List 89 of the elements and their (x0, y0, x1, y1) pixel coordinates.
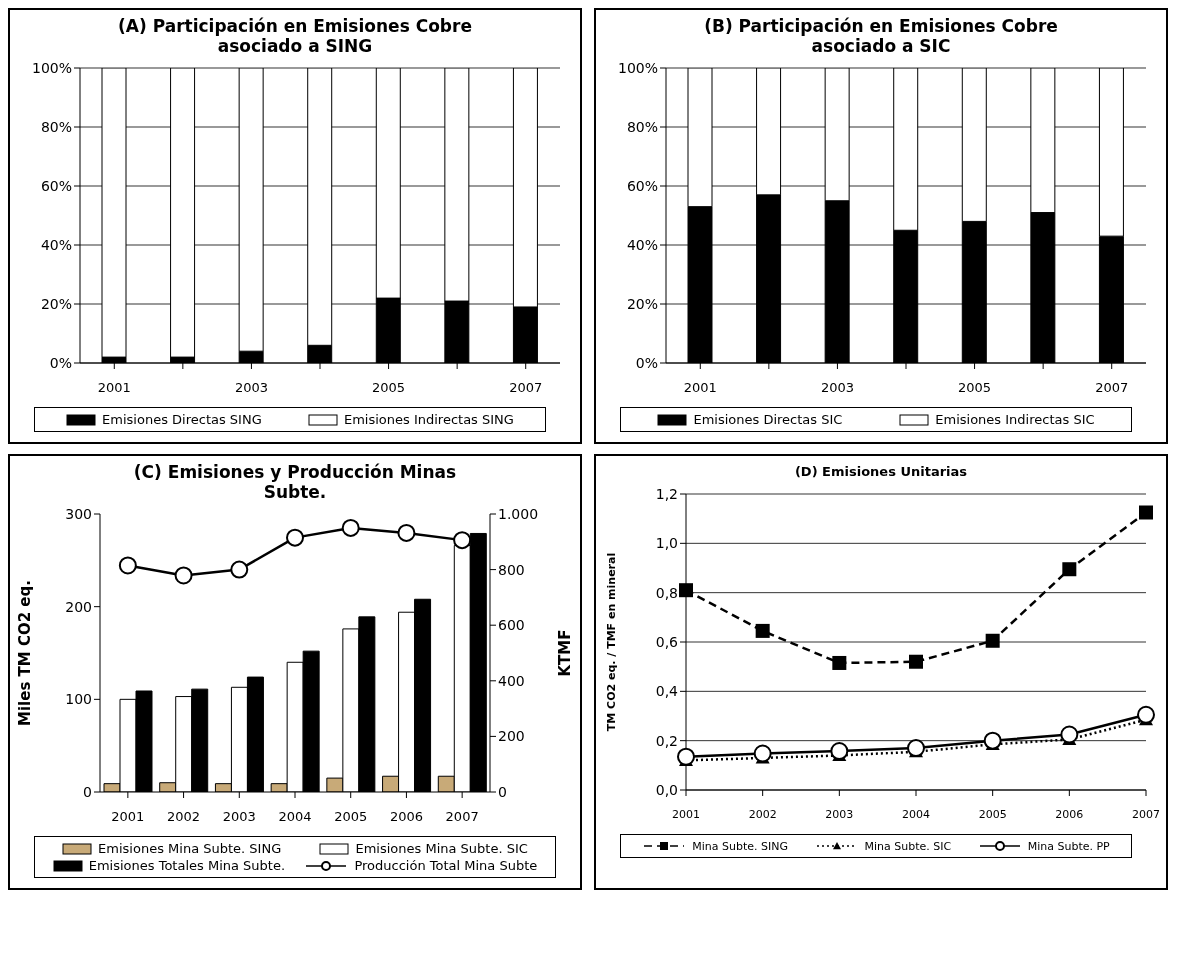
y-tick-label: 60% (626, 177, 658, 194)
legend-label: Emisiones Totales Mina Subte. (88, 858, 286, 873)
point (1060, 725, 1079, 744)
point (909, 654, 923, 669)
x-tick-label: 2007 (1132, 807, 1160, 821)
x-tick-label: 2007 (1095, 380, 1129, 396)
x-tick-label: 2002 (748, 807, 777, 821)
y2-tick-label: 400 (498, 672, 525, 689)
y2-tick-label: 1.000 (498, 505, 539, 522)
y2-tick-label: 600 (498, 617, 525, 634)
x-tick-label: 2005 (978, 807, 1007, 821)
legend-label: Emisiones Indirectas SIC (935, 412, 1095, 427)
point (1137, 705, 1155, 724)
x-tick-label: 2001 (672, 807, 700, 821)
x-tick-label: 2004 (902, 807, 930, 821)
y-tick-label: 200 (65, 598, 92, 615)
legend-label: Mina Subte. PP (1027, 839, 1110, 853)
y-tick-label: 80% (40, 118, 72, 135)
point (985, 633, 1000, 648)
y2-tick-label: 0 (498, 783, 507, 800)
x-tick-label: 2001 (683, 380, 717, 396)
x-tick-label: 2006 (1055, 807, 1084, 821)
x-tick-label: 2001 (111, 809, 145, 825)
y2-axis-title: KTMF (556, 629, 575, 677)
point (341, 518, 360, 537)
y-tick-label: 40% (626, 236, 658, 253)
x-tick-label: 2002 (167, 809, 201, 825)
point (174, 566, 193, 585)
y-tick-label: 300 (65, 505, 92, 522)
point (679, 583, 693, 598)
y-axis-title: TM CO2 eq. / TMF en mineral (604, 552, 618, 732)
y-tick-label: 0 (83, 783, 92, 800)
y2-tick-label: 200 (498, 728, 525, 745)
chart-title: (B) Participación en Emisiones Cobre asociado a SIC (703, 16, 1059, 56)
y-tick-label: 0% (635, 354, 658, 371)
y-tick-label: 100% (31, 59, 72, 76)
y-tick-label: 0,0 (655, 781, 678, 798)
chart-title: (D) Emisiones Unitarias (793, 463, 969, 481)
x-tick-label: 2003 (820, 380, 854, 396)
y-tick-label: 0,2 (655, 732, 678, 749)
legend-label: Emisiones Indirectas SING (343, 412, 514, 427)
x-tick-label: 2003 (825, 807, 854, 821)
point (1139, 505, 1153, 520)
chart-title: (C) Emisiones y Producción Minas Subte. (132, 462, 458, 502)
point (286, 528, 304, 547)
y2-tick-label: 800 (498, 561, 525, 578)
point (118, 556, 137, 575)
legend-label: Emisiones Mina Subte. SING (98, 841, 282, 856)
x-tick-label: 2003 (234, 380, 268, 396)
point (1062, 562, 1077, 577)
point (230, 560, 249, 579)
x-tick-label: 2007 (509, 380, 543, 396)
y-tick-label: 20% (626, 295, 658, 312)
legend-label: Emisiones Directas SIC (693, 412, 843, 427)
x-tick-label: 2007 (445, 809, 479, 825)
y-tick-label: 1,0 (655, 535, 678, 552)
chart-title: (A) Participación en Emisiones Cobre asociado a SING (117, 16, 473, 56)
x-tick-label: 2004 (278, 809, 312, 825)
y-tick-label: 1,2 (655, 485, 678, 502)
y-tick-label: 0,8 (655, 584, 678, 601)
y-tick-label: 60% (40, 177, 72, 194)
x-tick-label: 2006 (389, 809, 423, 825)
legend-label: Mina Subte. SIC (864, 839, 952, 853)
x-tick-label: 2003 (222, 809, 256, 825)
legend-label: Producción Total Mina Subte (354, 858, 538, 873)
y-tick-label: 0,6 (655, 633, 679, 650)
point (677, 747, 695, 766)
x-tick-label: 2005 (958, 380, 992, 396)
legend-label: Mina Subte. SING (692, 839, 788, 853)
x-tick-label: 2001 (97, 380, 131, 396)
point (453, 531, 472, 550)
y-tick-label: 100 (65, 691, 92, 708)
legend-label: Emisiones Directas SING (102, 412, 262, 427)
x-tick-label: 2005 (334, 809, 368, 825)
point (397, 523, 416, 542)
y-tick-label: 20% (40, 295, 72, 312)
point (832, 655, 847, 670)
point (753, 744, 772, 763)
y-tick-label: 40% (40, 236, 72, 253)
point (983, 731, 1002, 750)
point (830, 742, 849, 761)
y-tick-label: 0% (49, 354, 72, 371)
y-tick-label: 0,4 (655, 683, 679, 700)
y-tick-label: 80% (626, 118, 658, 135)
point (755, 623, 770, 638)
legend-label: Emisiones Mina Subte. SIC (355, 841, 528, 856)
x-tick-label: 2005 (372, 380, 406, 396)
y-axis-title: Miles TM CO2 eq. (16, 580, 35, 726)
y-tick-label: 100% (617, 59, 658, 76)
